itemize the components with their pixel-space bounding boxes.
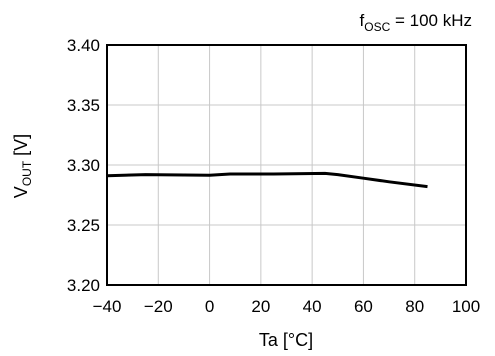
- series-layer: [106, 171, 428, 189]
- y-tick-label: 3.20: [67, 276, 100, 295]
- y-tick-label: 3.25: [67, 216, 100, 235]
- x-tick-label: 0: [205, 297, 214, 316]
- x-axis-label: Ta [°C]: [259, 330, 313, 350]
- x-tick-label: −20: [144, 297, 173, 316]
- plot-frame: [106, 44, 467, 286]
- y-tick-label: 3.30: [67, 156, 100, 175]
- y-tick-labels: 3.20 3.25 3.30 3.35 3.40: [67, 36, 100, 295]
- x-tick-label: 60: [354, 297, 373, 316]
- x-tick-label: 80: [405, 297, 424, 316]
- condition-label: fOSC = 100 kHz: [360, 11, 473, 34]
- x-tick-label: 100: [452, 297, 480, 316]
- condition-label-sub: OSC: [364, 20, 390, 34]
- y-tick-label: 3.35: [67, 96, 100, 115]
- x-tick-labels: −40 −20 0 20 40 60 80 100: [93, 297, 481, 316]
- y-axis-label: VOUT [V]: [11, 134, 34, 198]
- condition-label-rest: = 100 kHz: [390, 11, 472, 30]
- x-tick-label: 40: [303, 297, 322, 316]
- condition-label-main: f: [360, 11, 365, 30]
- y-tick-label: 3.40: [67, 36, 100, 55]
- grid: [107, 45, 466, 285]
- series-line-1: [106, 171, 428, 189]
- x-tick-label: −40: [93, 297, 122, 316]
- y-axis-label-main: V: [11, 186, 31, 198]
- y-axis-label-rest: [V]: [11, 134, 31, 161]
- x-tick-label: 20: [251, 297, 270, 316]
- y-axis-label-sub: OUT: [20, 160, 34, 186]
